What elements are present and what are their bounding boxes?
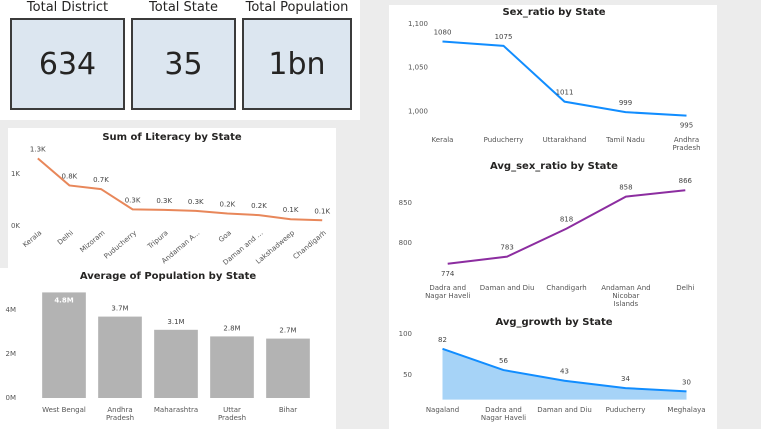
- x-tick-label: Tripura: [145, 229, 169, 251]
- x-tick-label: Andaman And Nicobar Islands: [601, 284, 650, 308]
- data-label: 774: [441, 270, 455, 278]
- data-label: 0.2K: [251, 202, 267, 210]
- data-label: 0.1K: [314, 207, 330, 215]
- data-label: 866: [679, 177, 693, 185]
- x-tick-label: Mizoram: [78, 229, 106, 254]
- data-label: 1011: [556, 89, 574, 97]
- y-tick-label: 800: [399, 239, 412, 247]
- data-label: 2.8M: [223, 324, 240, 332]
- x-tick-label: Nagaland: [426, 406, 459, 414]
- data-label: 995: [680, 122, 693, 130]
- data-label: 34: [621, 375, 630, 383]
- x-tick-label: West Bengal: [42, 406, 86, 414]
- line: [442, 347, 687, 393]
- card-value: 1bn: [242, 18, 352, 110]
- chart-title: Sex_ratio by State: [502, 7, 605, 18]
- data-label: 30: [682, 378, 691, 386]
- data-label: 0.2K: [220, 201, 236, 209]
- chart-title: Average of Population by State: [80, 271, 256, 282]
- data-label: 4.8M: [54, 296, 73, 304]
- y-tick-label: 100: [399, 330, 412, 338]
- data-label: 0.7K: [93, 176, 109, 184]
- line: [442, 40, 687, 117]
- bar: [210, 336, 254, 398]
- data-label: 43: [560, 368, 569, 376]
- x-tick-label: Bihar: [279, 406, 297, 414]
- y-tick-label: 1,000: [408, 107, 428, 115]
- data-label: 1075: [495, 33, 513, 41]
- x-tick-label: Dadra and Nagar Haveli: [481, 406, 526, 422]
- data-label: 82: [438, 336, 447, 344]
- line: [37, 157, 323, 222]
- data-label: 3.7M: [111, 305, 128, 313]
- data-label: 1.3K: [30, 145, 46, 153]
- y-tick-label: 1,100: [408, 20, 428, 28]
- data-label: 56: [499, 357, 508, 365]
- x-tick-label: Kerala: [432, 136, 454, 144]
- data-label: 2.7M: [279, 327, 296, 335]
- x-tick-label: Chandigarh: [292, 229, 328, 261]
- x-tick-label: Puducherry: [606, 406, 646, 414]
- x-tick-label: Puducherry: [484, 136, 524, 144]
- y-tick-label: 2M: [6, 350, 17, 358]
- card-label: Total State: [149, 0, 218, 15]
- x-tick-label: Dadra and Nagar Haveli: [425, 284, 470, 300]
- y-tick-label: 0M: [6, 394, 17, 402]
- data-label: 3.1M: [167, 318, 184, 326]
- data-label: 0.3K: [156, 197, 172, 205]
- x-tick-label: Daman and Diu: [480, 284, 535, 292]
- x-tick-label: Meghalaya: [667, 406, 705, 414]
- y-tick-label: 850: [399, 199, 412, 207]
- x-tick-label: Tamil Nadu: [605, 136, 645, 144]
- data-label: 0.3K: [125, 196, 141, 204]
- data-label: 858: [619, 184, 632, 192]
- x-tick-label: Kerala: [21, 229, 43, 249]
- chart-title: Sum of Literacy by State: [102, 132, 242, 143]
- line: [447, 189, 686, 265]
- x-tick-label: Andhra Pradesh: [672, 136, 700, 152]
- data-label: 818: [560, 216, 573, 224]
- data-label: 0.8K: [62, 172, 78, 180]
- card-label: Total Population: [245, 0, 349, 15]
- data-label: 1080: [434, 28, 452, 36]
- data-label: 999: [619, 99, 632, 107]
- data-label: 783: [500, 244, 513, 252]
- x-tick-label: Delhi: [56, 229, 75, 247]
- y-tick-label: 1K: [11, 170, 20, 178]
- data-label: 0.3K: [188, 198, 204, 206]
- y-tick-label: 50: [403, 371, 412, 379]
- bar: [98, 316, 142, 398]
- chart-title: Avg_growth by State: [495, 317, 612, 328]
- x-tick-label: Delhi: [676, 284, 694, 292]
- x-tick-label: Chandigarh: [546, 284, 586, 292]
- chart-title: Avg_sex_ratio by State: [490, 161, 618, 172]
- y-tick-label: 1,050: [408, 64, 428, 72]
- x-tick-label: Uttar Pradesh: [218, 406, 246, 422]
- x-tick-label: Puducherry: [103, 229, 139, 261]
- bar: [154, 329, 198, 398]
- card-value: 35: [131, 18, 236, 110]
- area: [442, 348, 687, 400]
- bar: [266, 338, 310, 398]
- x-tick-label: Daman and Diu: [537, 406, 592, 414]
- x-tick-label: Goa: [217, 229, 233, 244]
- y-tick-label: 0K: [11, 222, 20, 230]
- literacy-panel: [8, 128, 336, 268]
- card-label: Total District: [26, 0, 109, 15]
- bar: [42, 292, 86, 398]
- x-tick-label: Maharashtra: [154, 406, 198, 414]
- x-tick-label: Uttarakhand: [543, 136, 587, 144]
- data-label: 0.1K: [283, 206, 299, 214]
- card-value: 634: [10, 18, 125, 110]
- x-tick-label: Andhra Pradesh: [106, 406, 134, 422]
- y-tick-label: 4M: [6, 306, 17, 314]
